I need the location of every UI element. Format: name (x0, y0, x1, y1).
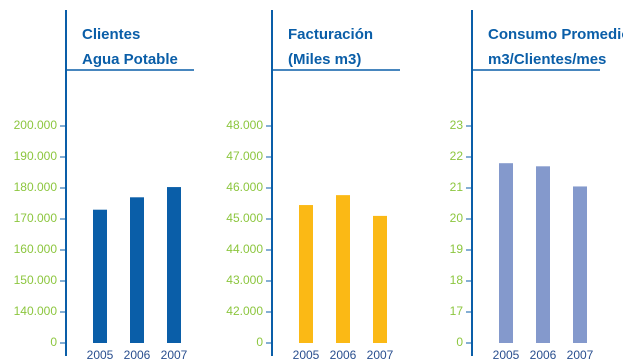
chart-title: Facturación (288, 26, 373, 43)
y-tick-label: 42.000 (226, 304, 263, 318)
y-tick-label: 150.000 (14, 273, 58, 287)
x-tick-label: 2007 (367, 348, 394, 362)
y-tick-label: 0 (50, 335, 57, 349)
y-tick-label: 23 (450, 118, 464, 132)
bar (499, 163, 513, 343)
y-tick-label: 44.000 (226, 242, 263, 256)
y-tick-label: 190.000 (14, 149, 58, 163)
x-tick-label: 2005 (293, 348, 320, 362)
bar (536, 166, 550, 343)
y-tick-label: 17 (450, 304, 464, 318)
y-tick-label: 43.000 (226, 273, 263, 287)
bar (373, 215, 387, 343)
chart-title: Agua Potable (82, 51, 178, 68)
x-tick-label: 2006 (530, 348, 557, 362)
x-tick-label: 2006 (124, 348, 151, 362)
y-tick-label: 47.000 (226, 149, 263, 163)
bar (573, 186, 587, 343)
bar (130, 197, 144, 343)
x-tick-label: 2006 (330, 348, 357, 362)
y-tick-label: 140.000 (14, 304, 58, 318)
y-tick-label: 180.000 (14, 180, 58, 194)
chart-title: Clientes (82, 26, 140, 43)
y-tick-label: 45.000 (226, 211, 263, 225)
y-tick-label: 200.000 (14, 118, 58, 132)
chart-title: (Miles m3) (288, 51, 361, 68)
bar (167, 187, 181, 343)
x-tick-label: 2005 (87, 348, 114, 362)
chart-title: m3/Clientes/mes (488, 51, 606, 68)
y-tick-label: 160.000 (14, 242, 58, 256)
y-tick-label: 0 (256, 335, 263, 349)
y-tick-label: 19 (450, 242, 464, 256)
chart-title: Consumo Promedio (488, 26, 623, 43)
bar (336, 195, 350, 343)
x-tick-label: 2007 (161, 348, 188, 362)
y-tick-label: 21 (450, 180, 464, 194)
y-tick-label: 170.000 (14, 211, 58, 225)
y-tick-label: 18 (450, 273, 464, 287)
bar (299, 205, 313, 343)
bar (93, 209, 107, 343)
y-tick-label: 22 (450, 149, 464, 163)
y-tick-label: 46.000 (226, 180, 263, 194)
x-tick-label: 2007 (567, 348, 594, 362)
y-tick-label: 20 (450, 211, 464, 225)
y-tick-label: 0 (456, 335, 463, 349)
x-tick-label: 2005 (493, 348, 520, 362)
y-tick-label: 48.000 (226, 118, 263, 132)
